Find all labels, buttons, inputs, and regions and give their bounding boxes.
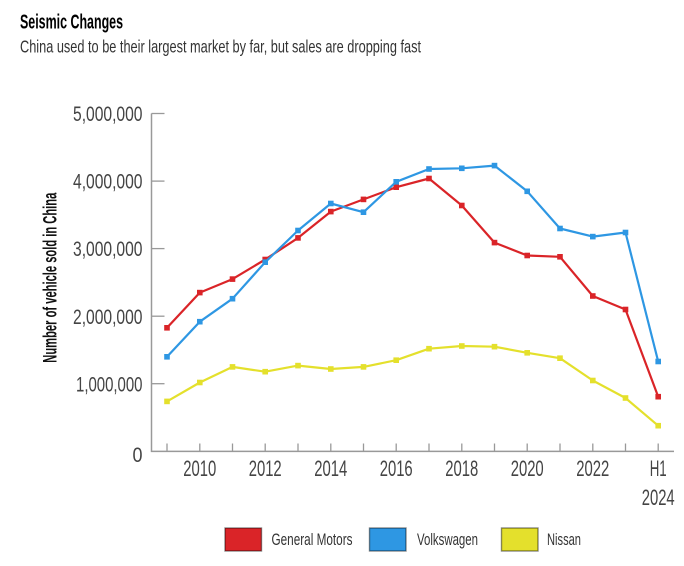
svg-text:Seismic Changes: Seismic Changes — [20, 12, 123, 34]
svg-text:2016: 2016 — [380, 456, 413, 481]
svg-text:2,000,000: 2,000,000 — [73, 305, 143, 329]
svg-text:2014: 2014 — [314, 456, 347, 481]
svg-text:3,000,000: 3,000,000 — [73, 237, 143, 261]
svg-text:Nissan: Nissan — [547, 530, 581, 549]
svg-text:2010: 2010 — [183, 456, 216, 481]
svg-text:2018: 2018 — [445, 456, 478, 481]
svg-text:Number of vehicle sold in Chin: Number of vehicle sold in China — [41, 192, 62, 362]
svg-text:2012: 2012 — [249, 456, 282, 481]
svg-text:General Motors: General Motors — [272, 530, 353, 549]
svg-text:2020: 2020 — [511, 456, 544, 481]
svg-text:5,000,000: 5,000,000 — [73, 102, 143, 126]
svg-text:Volkswagen: Volkswagen — [417, 530, 478, 549]
svg-text:2024: 2024 — [642, 485, 675, 510]
svg-text:1,000,000: 1,000,000 — [76, 372, 143, 396]
svg-text:0: 0 — [133, 443, 143, 467]
svg-text:2022: 2022 — [576, 456, 609, 481]
svg-text:H1: H1 — [650, 456, 667, 481]
svg-text:China used to be their largest: China used to be their largest market by… — [20, 36, 421, 56]
svg-text:4,000,000: 4,000,000 — [73, 170, 143, 194]
